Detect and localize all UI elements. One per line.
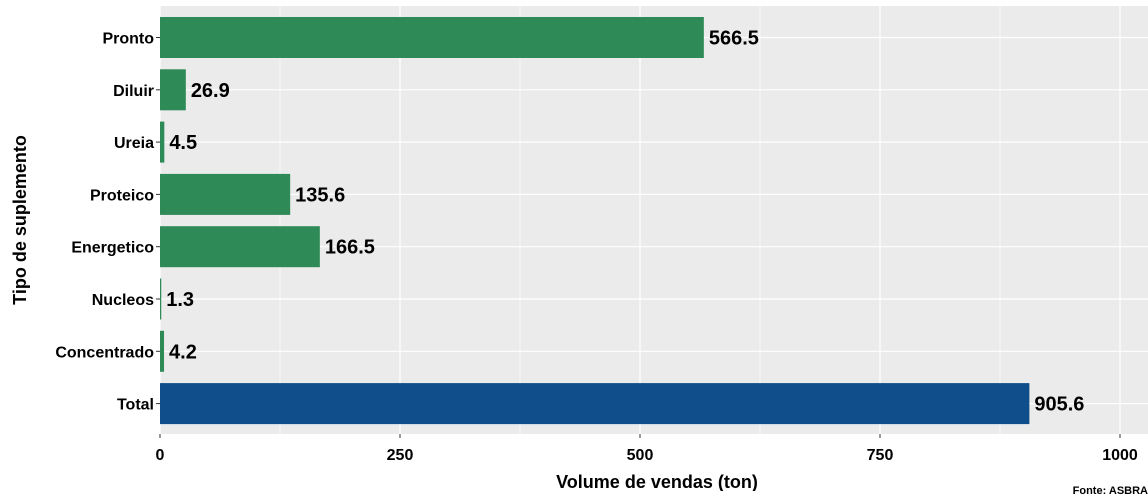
- plot-panel: [160, 6, 1148, 434]
- bar-energetico: [160, 226, 320, 268]
- y-axis: Pronto Diluir Ureia Proteico Energetico Nucle…: [55, 31, 160, 414]
- data-label-pronto: 566.5: [709, 28, 759, 50]
- data-label-total: 905.6: [1034, 394, 1084, 416]
- x-tick-label-250: 250: [387, 447, 414, 464]
- y-tick-label-proteico: Proteico: [90, 187, 154, 204]
- x-tick-label-500: 500: [627, 447, 654, 464]
- data-label-ureia: 4.5: [169, 132, 197, 154]
- x-axis: 0 250 500 750 1000: [156, 434, 1138, 464]
- bar-proteico: [160, 173, 291, 215]
- x-tick-label-0: 0: [156, 447, 165, 464]
- data-labels-group: 566.5 26.9 4.5 135.6 166.5 1.3 4.2 905.6: [166, 28, 1084, 416]
- data-label-proteico: 135.6: [295, 184, 345, 206]
- bar-nucleos: [160, 278, 162, 320]
- x-tick-label-1000: 1000: [1102, 447, 1138, 464]
- y-tick-label-concentrado: Concentrado: [55, 344, 154, 361]
- bar-total: [160, 383, 1030, 425]
- data-label-diluir: 26.9: [191, 80, 230, 102]
- y-tick-label-pronto: Pronto: [102, 31, 154, 48]
- y-tick-label-diluir: Diluir: [113, 83, 154, 100]
- bar-ureia: [160, 121, 165, 163]
- y-tick-label-ureia: Ureia: [114, 135, 154, 152]
- bar-pronto: [160, 17, 704, 58]
- source-caption: Fonte: ASBRA: [1072, 485, 1148, 497]
- data-label-nucleos: 1.3: [166, 289, 194, 311]
- y-tick-label-total: Total: [117, 397, 154, 414]
- y-tick-label-nucleos: Nucleos: [92, 292, 154, 309]
- x-axis-title: Volume de vendas (ton): [556, 472, 758, 491]
- y-tick-label-energetico: Energetico: [71, 240, 154, 257]
- y-axis-title: Tipo de suplemento: [10, 135, 30, 305]
- data-label-energetico: 166.5: [325, 237, 375, 259]
- data-label-concentrado: 4.2: [169, 341, 197, 363]
- x-tick-label-750: 750: [867, 447, 894, 464]
- minor-gridlines: [279, 6, 1001, 434]
- bars-group: [160, 17, 1030, 425]
- bar-concentrado: [160, 330, 165, 372]
- bar-diluir: [160, 69, 186, 111]
